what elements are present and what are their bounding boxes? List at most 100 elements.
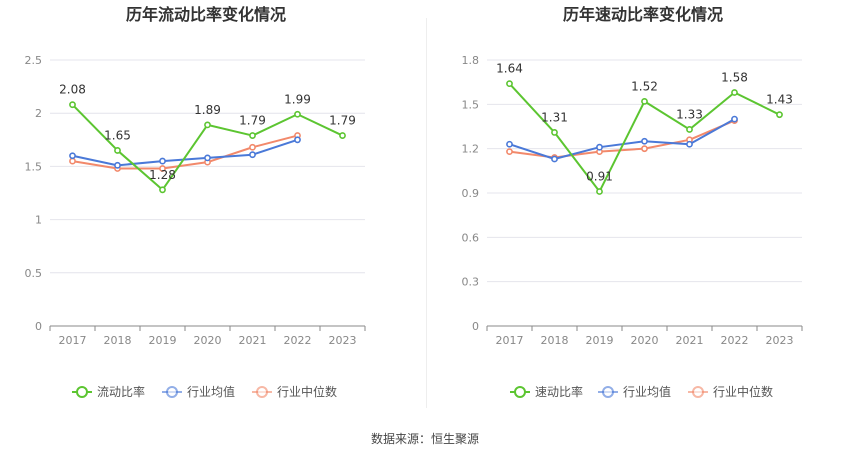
data-point-main	[339, 132, 346, 139]
data-point-main	[204, 121, 211, 129]
legend-label: 行业中位数	[277, 384, 337, 399]
legend-item-main[interactable]: 流动比率	[72, 384, 145, 399]
x-tick-label: 2020	[194, 334, 222, 347]
chart-title: 历年速动比率变化情况	[563, 5, 723, 24]
data-label: 1.79	[239, 114, 266, 128]
x-tick-label: 2023	[766, 334, 794, 347]
x-tick-label: 2018	[541, 334, 569, 347]
data-point-main	[159, 186, 166, 194]
legend-label: 行业均值	[187, 384, 235, 399]
data-point-avg	[294, 136, 301, 144]
data-point-avg	[641, 137, 648, 145]
series-line-median	[72, 134, 298, 170]
chart-title: 历年流动比率变化情况	[126, 5, 286, 24]
data-point-avg	[506, 140, 513, 148]
data-label: 1.89	[194, 103, 221, 117]
data-point-main	[249, 132, 256, 139]
legend-label: 行业均值	[623, 384, 671, 399]
data-point-median	[506, 148, 513, 156]
data-label: 1.33	[676, 107, 703, 121]
data-point-main	[551, 129, 558, 136]
y-tick-label: 1.2	[462, 143, 480, 156]
chart-2: 历年速动比率变化情况 0 0.3 0.6 0.9 1.2 1.5 1.8 2017 2018 201…	[462, 5, 803, 399]
data-point-avg	[686, 140, 693, 148]
y-tick-label: 2.5	[25, 54, 43, 67]
y-tick-label: 0.3	[462, 276, 480, 289]
data-point-main	[506, 80, 513, 88]
data-point-median	[641, 145, 648, 153]
data-point-avg	[249, 151, 256, 159]
x-tick-label: 2017	[59, 334, 87, 347]
x-tick-label: 2018	[104, 334, 132, 347]
data-point-avg	[731, 115, 738, 123]
data-point-main	[776, 111, 783, 119]
y-tick-label: 2	[35, 107, 42, 120]
data-point-avg	[204, 154, 211, 162]
data-label: 1.58	[721, 71, 748, 85]
data-point-median	[69, 157, 76, 165]
x-tick-label: 2021	[676, 334, 704, 347]
x-tick-label: 2017	[496, 334, 524, 347]
y-tick-label: 1	[35, 214, 42, 227]
legend-circle-icon	[602, 386, 614, 398]
legend-label: 速动比率	[535, 384, 583, 399]
data-label: 2.08	[59, 83, 86, 97]
series-line-avg	[72, 138, 298, 167]
data-label: 1.99	[284, 92, 311, 106]
y-tick-label: 1.8	[462, 54, 480, 67]
data-label: 1.31	[541, 110, 568, 124]
data-point-avg	[596, 143, 603, 151]
data-point-main	[641, 97, 648, 105]
data-point-avg	[69, 152, 76, 160]
data-point-avg	[551, 155, 558, 163]
series-line-main	[71, 103, 343, 191]
x-tick-label: 2022	[721, 334, 749, 347]
data-point-main	[69, 101, 76, 109]
y-tick-label: 0.5	[25, 267, 43, 280]
data-label: 1.28	[149, 168, 176, 182]
x-tick-label: 2022	[284, 334, 312, 347]
data-label: 0.91	[586, 170, 613, 184]
data-point-main	[731, 89, 738, 96]
data-point-avg	[114, 161, 121, 169]
legend-label: 流动比率	[97, 384, 145, 399]
data-label: 1.65	[104, 128, 131, 142]
data-point-main	[114, 147, 121, 154]
y-tick-label: 0	[35, 320, 42, 333]
y-tick-label: 0.9	[462, 187, 480, 200]
data-label: 1.79	[329, 114, 356, 128]
legend-item-median[interactable]: 行业中位数	[688, 384, 773, 399]
legend-circle-icon	[692, 386, 704, 398]
data-point-main	[596, 188, 603, 195]
x-tick-label: 2021	[239, 334, 267, 347]
x-tick-label: 2019	[149, 334, 177, 347]
x-tick-label: 2020	[631, 334, 659, 347]
legend-item-main[interactable]: 速动比率	[510, 384, 583, 399]
y-tick-label: 0.6	[462, 231, 480, 244]
data-label: 1.43	[766, 93, 793, 107]
data-point-avg	[159, 157, 166, 165]
y-tick-label: 0	[472, 320, 479, 333]
data-point-main	[686, 126, 693, 133]
legend-circle-icon	[166, 386, 178, 398]
data-label: 1.52	[631, 79, 658, 93]
data-source-note: 数据来源：恒生聚源	[370, 432, 479, 446]
series-line-avg	[509, 118, 735, 161]
legend-label: 行业中位数	[713, 384, 773, 399]
data-point-median	[159, 165, 166, 172]
legend-item-avg[interactable]: 行业均值	[162, 384, 235, 399]
data-point-main	[294, 110, 301, 118]
chart-divider	[426, 18, 427, 408]
chart-1: 历年流动比率变化情况 0 0.5 1 1.5 2 2.5 2017 2018 2019 2020 20…	[25, 5, 366, 399]
x-tick-label: 2019	[586, 334, 614, 347]
legend-item-median[interactable]: 行业中位数	[252, 384, 337, 399]
y-tick-label: 1.5	[462, 98, 480, 111]
data-point-median	[249, 143, 256, 151]
x-tick-label: 2023	[329, 334, 357, 347]
data-label: 1.64	[496, 62, 523, 76]
legend-circle-icon	[256, 386, 268, 398]
y-tick-label: 1.5	[25, 160, 43, 173]
legend-item-avg[interactable]: 行业均值	[598, 384, 671, 399]
legend-circle-icon	[514, 386, 526, 398]
